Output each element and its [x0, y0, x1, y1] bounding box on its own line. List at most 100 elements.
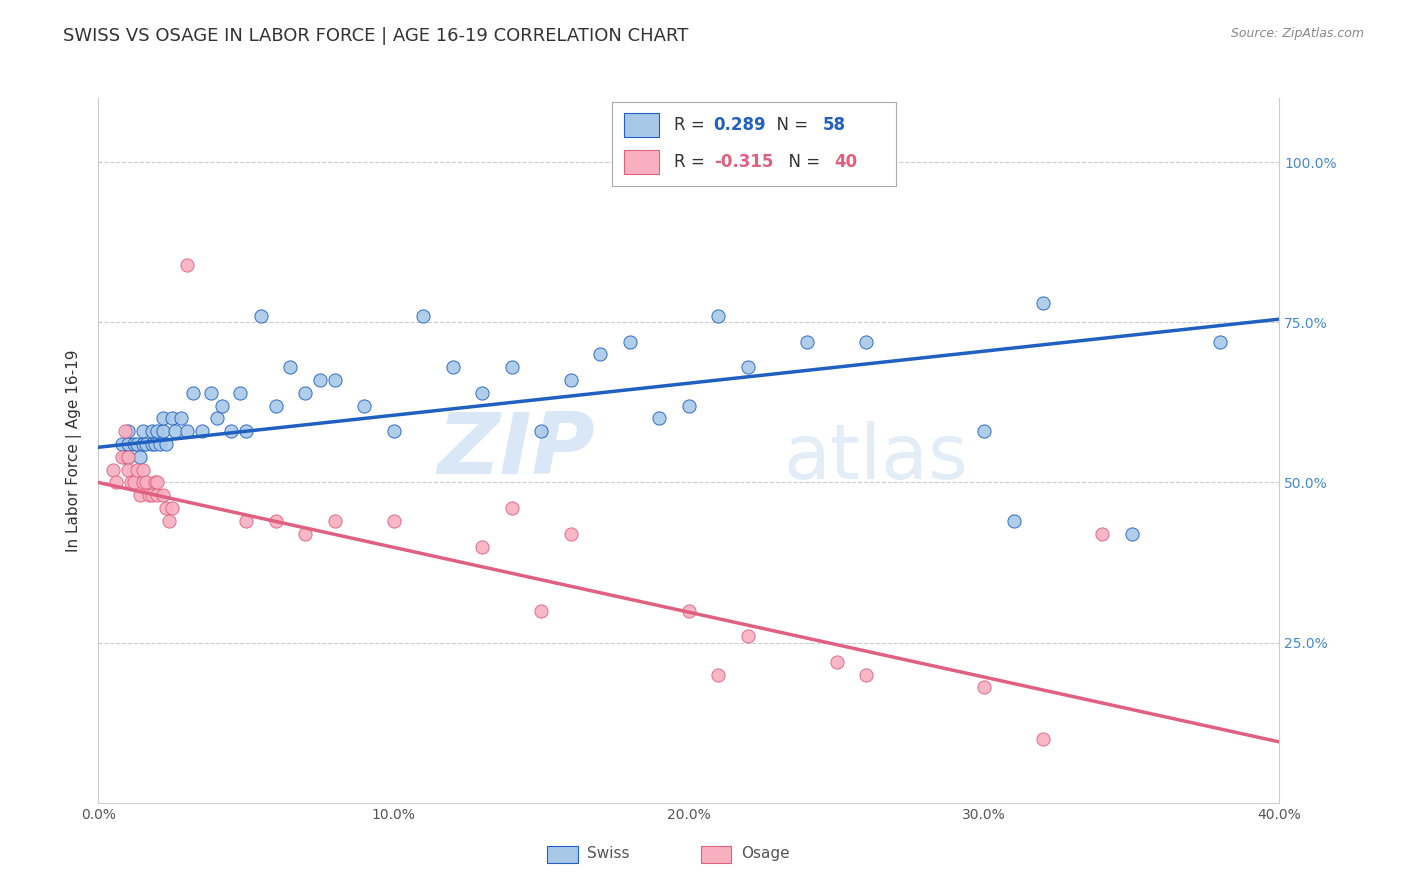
Point — [111, 450, 134, 464]
Point — [530, 604, 553, 618]
Text: Swiss: Swiss — [588, 846, 630, 861]
Text: N =: N = — [778, 153, 825, 170]
Point — [382, 514, 405, 528]
Point — [152, 424, 174, 438]
Point — [162, 501, 183, 516]
Point — [796, 334, 818, 349]
Point — [855, 667, 877, 681]
Point — [648, 411, 671, 425]
Point — [181, 385, 204, 400]
Point — [165, 424, 187, 438]
Point — [117, 463, 139, 477]
Point — [353, 399, 375, 413]
Point — [146, 424, 169, 438]
Text: Source: ZipAtlas.com: Source: ZipAtlas.com — [1230, 27, 1364, 40]
Point — [737, 360, 759, 375]
Point — [530, 424, 553, 438]
Point — [117, 450, 139, 464]
Point — [111, 437, 134, 451]
Point — [471, 540, 494, 554]
Point — [560, 373, 582, 387]
Point — [323, 514, 346, 528]
Point — [143, 475, 166, 490]
Point — [221, 424, 243, 438]
Text: 40: 40 — [834, 153, 858, 170]
Text: 0.289: 0.289 — [714, 116, 766, 134]
Point — [152, 411, 174, 425]
Point — [132, 463, 155, 477]
Point — [294, 526, 316, 541]
Point — [103, 463, 125, 477]
Point — [501, 501, 523, 516]
Point — [122, 437, 145, 451]
Point — [560, 526, 582, 541]
Point — [128, 488, 150, 502]
Point — [141, 437, 163, 451]
Point — [501, 360, 523, 375]
Point — [619, 334, 641, 349]
Text: SWISS VS OSAGE IN LABOR FORCE | AGE 16-19 CORRELATION CHART: SWISS VS OSAGE IN LABOR FORCE | AGE 16-1… — [63, 27, 689, 45]
Point — [132, 475, 155, 490]
Point — [176, 258, 198, 272]
Point — [678, 604, 700, 618]
Point — [412, 309, 434, 323]
FancyBboxPatch shape — [624, 113, 659, 136]
Point — [170, 411, 193, 425]
Point — [141, 488, 163, 502]
Point — [149, 437, 172, 451]
Point — [264, 399, 287, 413]
FancyBboxPatch shape — [612, 102, 896, 186]
Point — [143, 437, 166, 451]
Point — [155, 437, 177, 451]
Point — [125, 463, 148, 477]
Point — [141, 424, 163, 438]
Point — [264, 514, 287, 528]
Point — [162, 411, 183, 425]
Point — [205, 411, 228, 425]
Point — [678, 399, 700, 413]
Point — [211, 399, 233, 413]
Point — [1209, 334, 1232, 349]
Point — [235, 514, 257, 528]
Point — [707, 667, 730, 681]
Point — [114, 450, 136, 464]
Point — [1032, 296, 1054, 310]
Text: ZIP: ZIP — [437, 409, 595, 492]
Text: R =: R = — [673, 116, 710, 134]
Point — [152, 488, 174, 502]
Point — [125, 437, 148, 451]
Point — [157, 514, 180, 528]
Point — [382, 424, 405, 438]
Point — [250, 309, 273, 323]
Point — [132, 424, 155, 438]
Point — [1121, 526, 1143, 541]
FancyBboxPatch shape — [547, 846, 578, 863]
Point — [323, 373, 346, 387]
Point — [138, 488, 160, 502]
Point — [132, 437, 155, 451]
Point — [1002, 514, 1025, 528]
Point — [191, 424, 214, 438]
Point — [707, 309, 730, 323]
Text: 58: 58 — [823, 116, 845, 134]
Point — [120, 475, 142, 490]
Point — [114, 424, 136, 438]
Point — [200, 385, 222, 400]
Point — [973, 424, 995, 438]
Point — [117, 450, 139, 464]
Text: N =: N = — [766, 116, 813, 134]
Y-axis label: In Labor Force | Age 16-19: In Labor Force | Age 16-19 — [66, 349, 83, 552]
Point — [825, 655, 848, 669]
Point — [235, 424, 257, 438]
Point — [280, 360, 302, 375]
Point — [737, 629, 759, 643]
Text: atlas: atlas — [783, 420, 969, 494]
Point — [128, 450, 150, 464]
Point — [294, 385, 316, 400]
Point — [1091, 526, 1114, 541]
Point — [589, 347, 612, 361]
Point — [105, 475, 128, 490]
Point — [855, 334, 877, 349]
Point — [135, 437, 157, 451]
Point — [122, 475, 145, 490]
